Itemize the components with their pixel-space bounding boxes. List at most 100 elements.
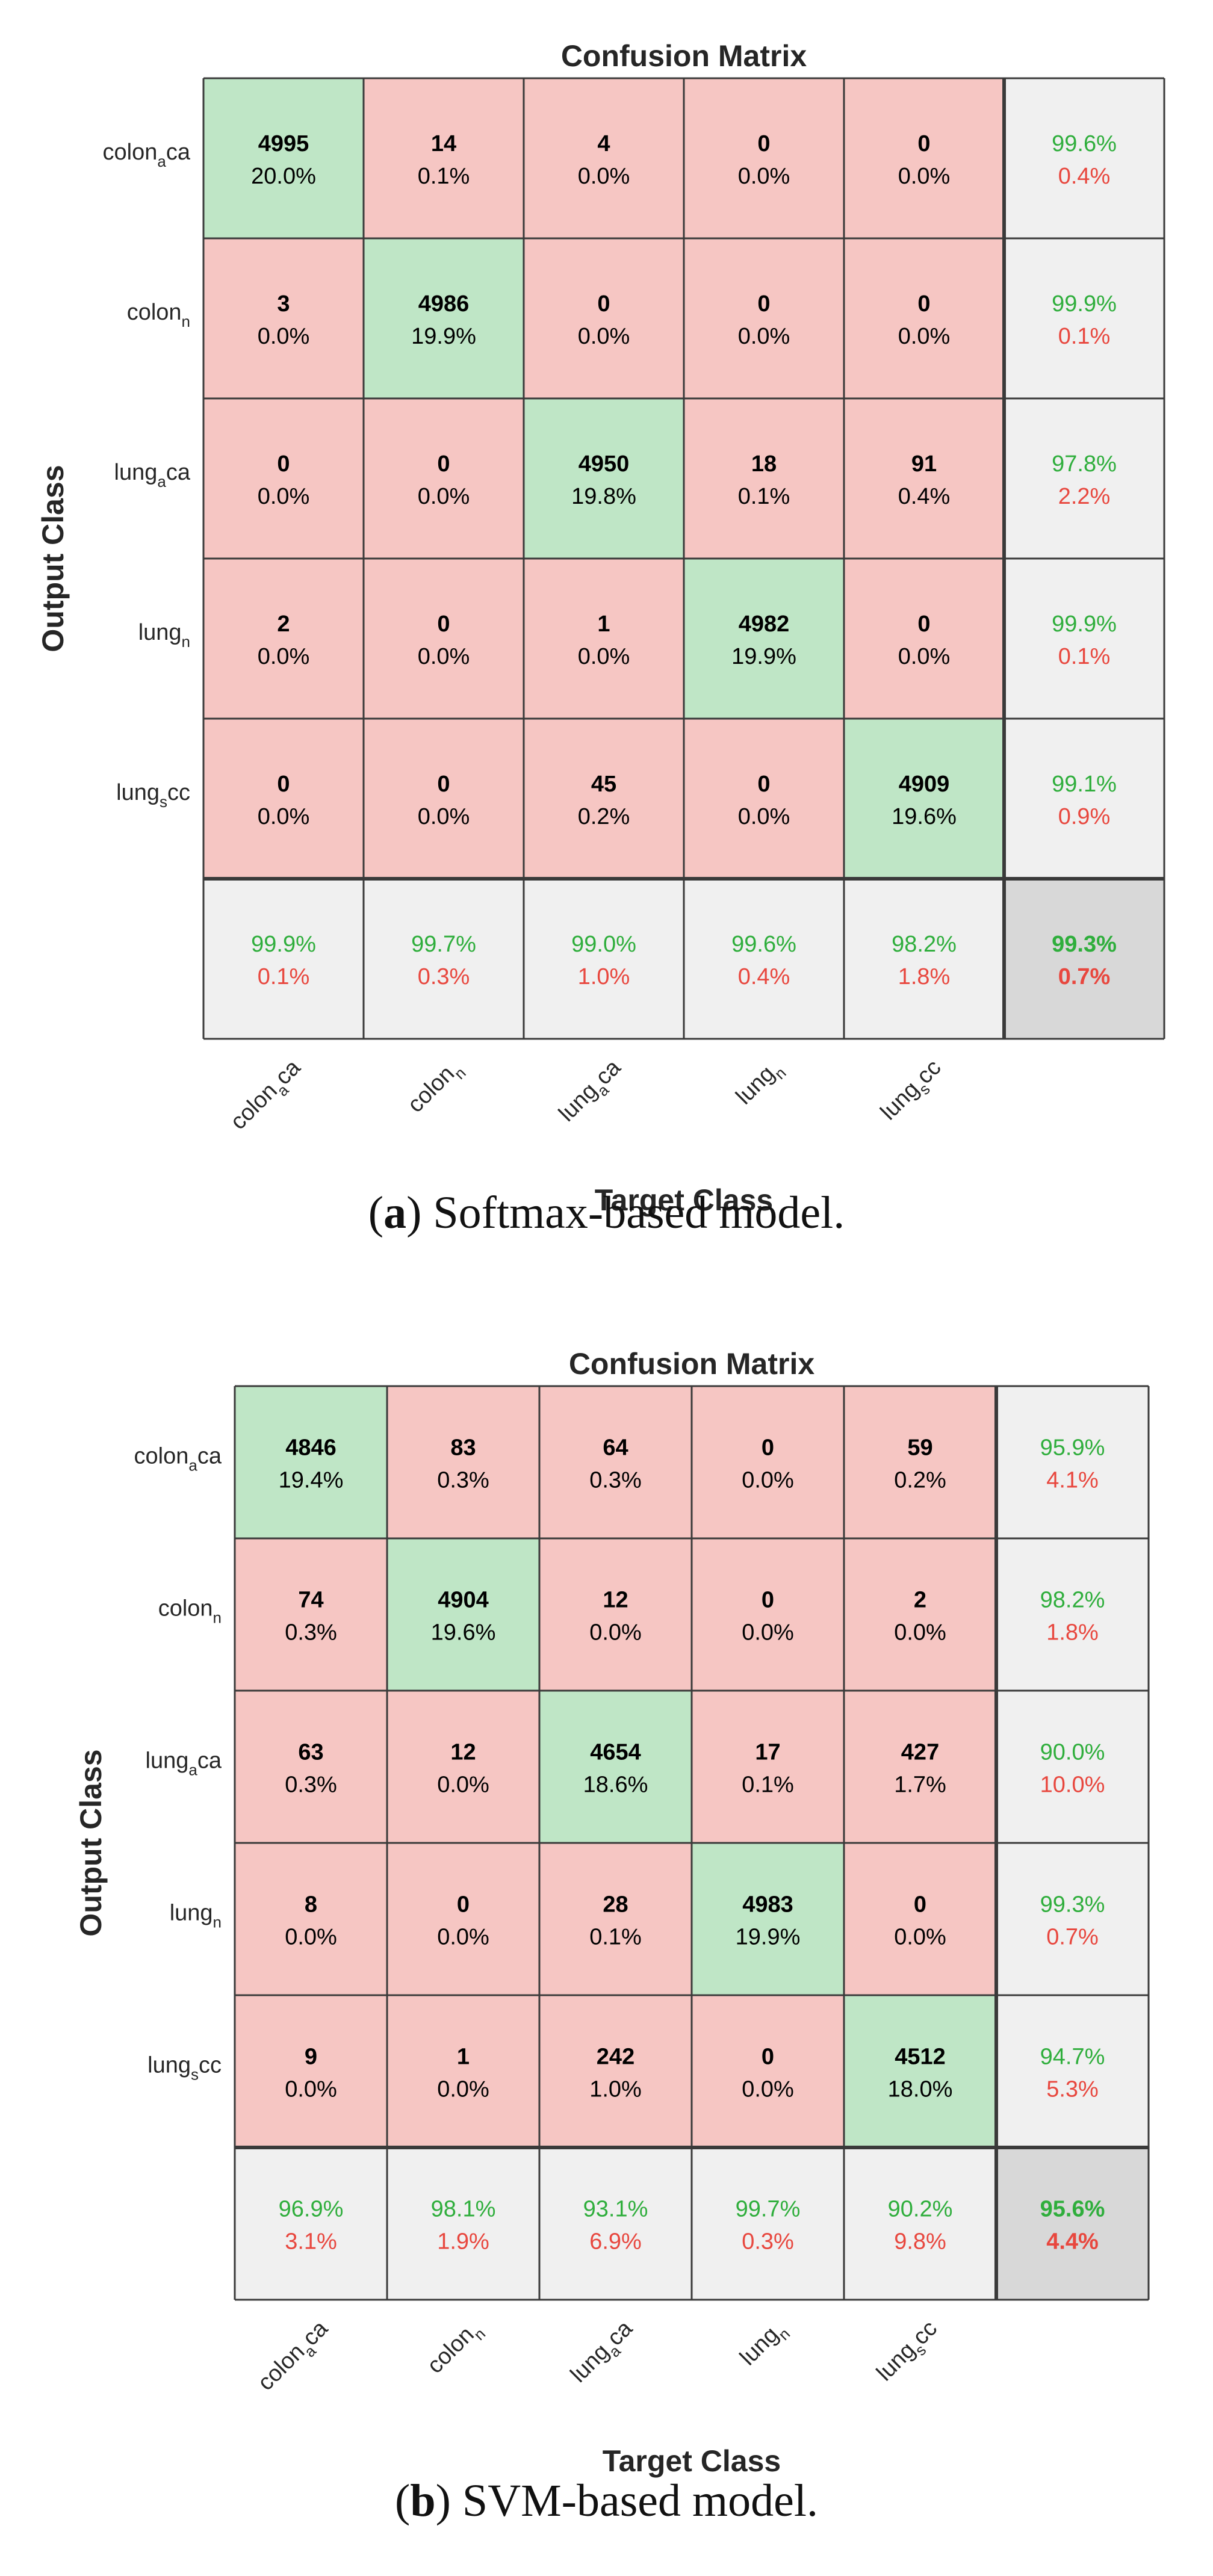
label-base: colon bbox=[134, 1444, 189, 1469]
row-label: lungscc bbox=[147, 2053, 222, 2084]
col-summary-cell bbox=[364, 879, 524, 1039]
label-base: lung bbox=[146, 1748, 189, 1774]
col-label: lungscc bbox=[876, 1055, 950, 1129]
row-label: lungaca bbox=[114, 460, 191, 491]
cell-percent: 0.1% bbox=[418, 164, 470, 189]
cell-count: 4909 bbox=[899, 772, 950, 797]
cell-count: 0 bbox=[757, 131, 770, 156]
cell-count: 0 bbox=[277, 451, 290, 477]
cell-count: 4 bbox=[597, 131, 610, 156]
cell-percent: 0.3% bbox=[285, 1773, 337, 1798]
cell-count: 4995 bbox=[258, 131, 309, 156]
col-summary-error: 1.9% bbox=[437, 2229, 489, 2255]
label-subscript: n bbox=[213, 1609, 222, 1627]
matrix-cell bbox=[844, 719, 1004, 879]
label-suffix: ca bbox=[197, 1444, 222, 1469]
matrix-cell bbox=[539, 1538, 692, 1691]
cell-percent: 1.0% bbox=[589, 2077, 642, 2102]
matrix-cell bbox=[539, 1386, 692, 1538]
label-subscript: a bbox=[188, 1761, 197, 1779]
label-subscript: a bbox=[188, 1457, 197, 1475]
matrix-cell bbox=[364, 78, 524, 238]
cell-count: 59 bbox=[907, 1435, 932, 1461]
col-summary-cell bbox=[692, 2147, 844, 2300]
row-summary-error: 1.8% bbox=[1046, 1620, 1099, 1646]
cell-percent: 0.3% bbox=[285, 1620, 337, 1646]
matrix-cell bbox=[844, 398, 1004, 559]
cell-percent: 0.2% bbox=[894, 1468, 946, 1493]
cell-percent: 0.0% bbox=[894, 1620, 946, 1646]
cell-percent: 0.3% bbox=[437, 1468, 489, 1493]
label-subscript: a bbox=[157, 152, 166, 170]
col-summary-error: 9.8% bbox=[894, 2229, 946, 2255]
row-label: colonaca bbox=[103, 140, 191, 170]
overall-cell bbox=[1004, 879, 1164, 1039]
col-summary-error: 0.1% bbox=[258, 964, 310, 989]
matrix-cell bbox=[844, 78, 1004, 238]
matrix-cell bbox=[692, 1843, 844, 1995]
caption-svm: (b) SVM-based model. bbox=[395, 2475, 818, 2526]
col-summary-cell bbox=[203, 879, 364, 1039]
cell-percent: 0.0% bbox=[418, 644, 470, 669]
col-label: colonn bbox=[403, 1055, 470, 1122]
cell-count: 0 bbox=[917, 291, 930, 317]
label-suffix: cc bbox=[167, 780, 190, 805]
matrix-cell bbox=[387, 1691, 539, 1843]
row-summary-error: 0.1% bbox=[1058, 644, 1111, 669]
row-label: colonaca bbox=[134, 1444, 222, 1475]
matrix-cell bbox=[203, 398, 364, 559]
cell-count: 0 bbox=[917, 611, 930, 637]
confusion-matrix-svm: Confusion Matrix 4846 19.4% 83 0.3% 64 0.3% 0 0.… bbox=[74, 1347, 1150, 2478]
cell-count: 9 bbox=[305, 2045, 317, 2070]
matrix-cell bbox=[387, 1995, 539, 2147]
cell-percent: 0.0% bbox=[437, 1773, 489, 1798]
row-summary-correct: 99.9% bbox=[1052, 291, 1117, 317]
cell-percent: 18.6% bbox=[583, 1773, 648, 1798]
col-label: lungn bbox=[735, 2316, 793, 2374]
chart-title: Confusion Matrix bbox=[561, 39, 807, 73]
row-summary-error: 0.4% bbox=[1058, 164, 1111, 189]
row-summary-error: 4.1% bbox=[1046, 1468, 1099, 1493]
cell-percent: 0.0% bbox=[738, 164, 790, 189]
matrix-cell bbox=[684, 238, 844, 398]
cell-percent: 19.4% bbox=[279, 1468, 344, 1493]
y-axis-title: Output Class bbox=[74, 1749, 108, 1936]
matrix-cell bbox=[524, 559, 684, 719]
row-summary-correct: 98.2% bbox=[1040, 1588, 1105, 1613]
label-base: lung bbox=[147, 2053, 191, 2078]
label-base: lung bbox=[170, 1901, 213, 1926]
cell-percent: 19.6% bbox=[892, 804, 957, 829]
matrix-cell bbox=[844, 1843, 996, 1995]
matrix-cell bbox=[844, 1386, 996, 1538]
matrix-cell bbox=[844, 1691, 996, 1843]
row-summary-cell bbox=[996, 1386, 1149, 1538]
cell-count: 4986 bbox=[418, 291, 470, 317]
cell-percent: 0.1% bbox=[742, 1773, 794, 1798]
cell-count: 2 bbox=[277, 611, 290, 637]
matrix-cell bbox=[364, 559, 524, 719]
matrix-cell bbox=[524, 238, 684, 398]
cell-percent: 0.4% bbox=[898, 484, 951, 509]
cell-percent: 0.1% bbox=[738, 484, 790, 509]
col-summary-error: 0.3% bbox=[742, 2229, 794, 2255]
cell-count: 4846 bbox=[285, 1435, 337, 1461]
matrix-cell bbox=[844, 1995, 996, 2147]
col-summary-correct: 99.0% bbox=[571, 932, 636, 957]
label-subscript: n bbox=[182, 633, 190, 651]
col-label: lungscc bbox=[872, 2316, 946, 2390]
col-label: colonaca bbox=[253, 2315, 337, 2400]
row-summary-cell bbox=[1004, 78, 1164, 238]
cell-percent: 0.0% bbox=[578, 164, 630, 189]
matrix-cell bbox=[364, 238, 524, 398]
col-summary-cell bbox=[387, 2147, 539, 2300]
label-suffix: ca bbox=[166, 140, 191, 165]
row-label: lungaca bbox=[146, 1748, 222, 1779]
label-subscript: n bbox=[213, 1913, 222, 1931]
col-summary-error: 3.1% bbox=[285, 2229, 337, 2255]
col-summary-error: 0.4% bbox=[738, 964, 790, 989]
col-summary-correct: 98.2% bbox=[892, 932, 957, 957]
matrix-cell bbox=[364, 398, 524, 559]
label-base: lung bbox=[138, 620, 182, 645]
cell-count: 0 bbox=[917, 131, 930, 156]
col-label: lungn bbox=[731, 1055, 790, 1113]
